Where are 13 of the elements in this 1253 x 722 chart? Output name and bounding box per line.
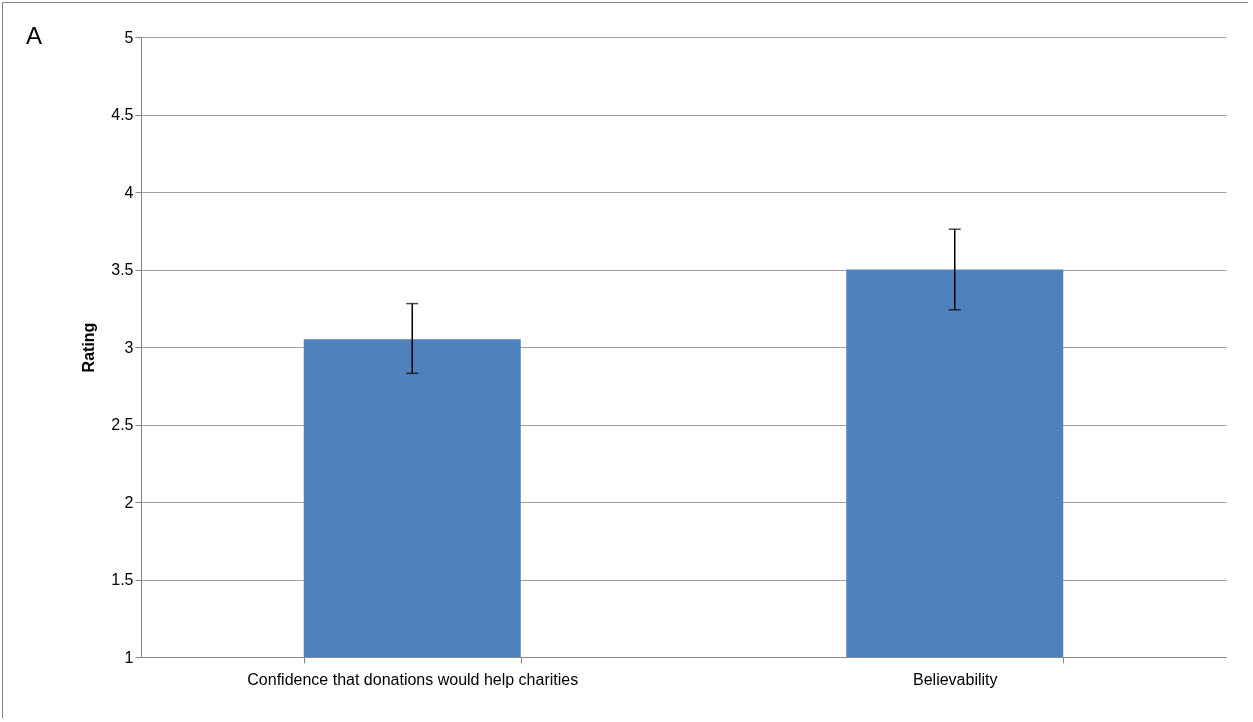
text: A [26, 22, 43, 49]
y-tick-label: 4.5 [111, 106, 134, 123]
y-tick-label: 2.5 [111, 416, 134, 433]
y-tick-label: 3 [124, 338, 134, 356]
x-tick-label: Believability [913, 670, 998, 688]
y-tick-label: 5 [124, 28, 134, 46]
y-tick-label: 1 [124, 648, 134, 666]
y-tick-label: 1.5 [111, 571, 134, 588]
y-tick-label: 3.5 [111, 261, 134, 278]
y-axis-title: Rating [80, 322, 98, 373]
x-tick-label: Confidence that donations would help charities [247, 670, 579, 688]
y-tick-label: 4 [124, 183, 134, 201]
y-tick-label: 2 [124, 493, 134, 511]
